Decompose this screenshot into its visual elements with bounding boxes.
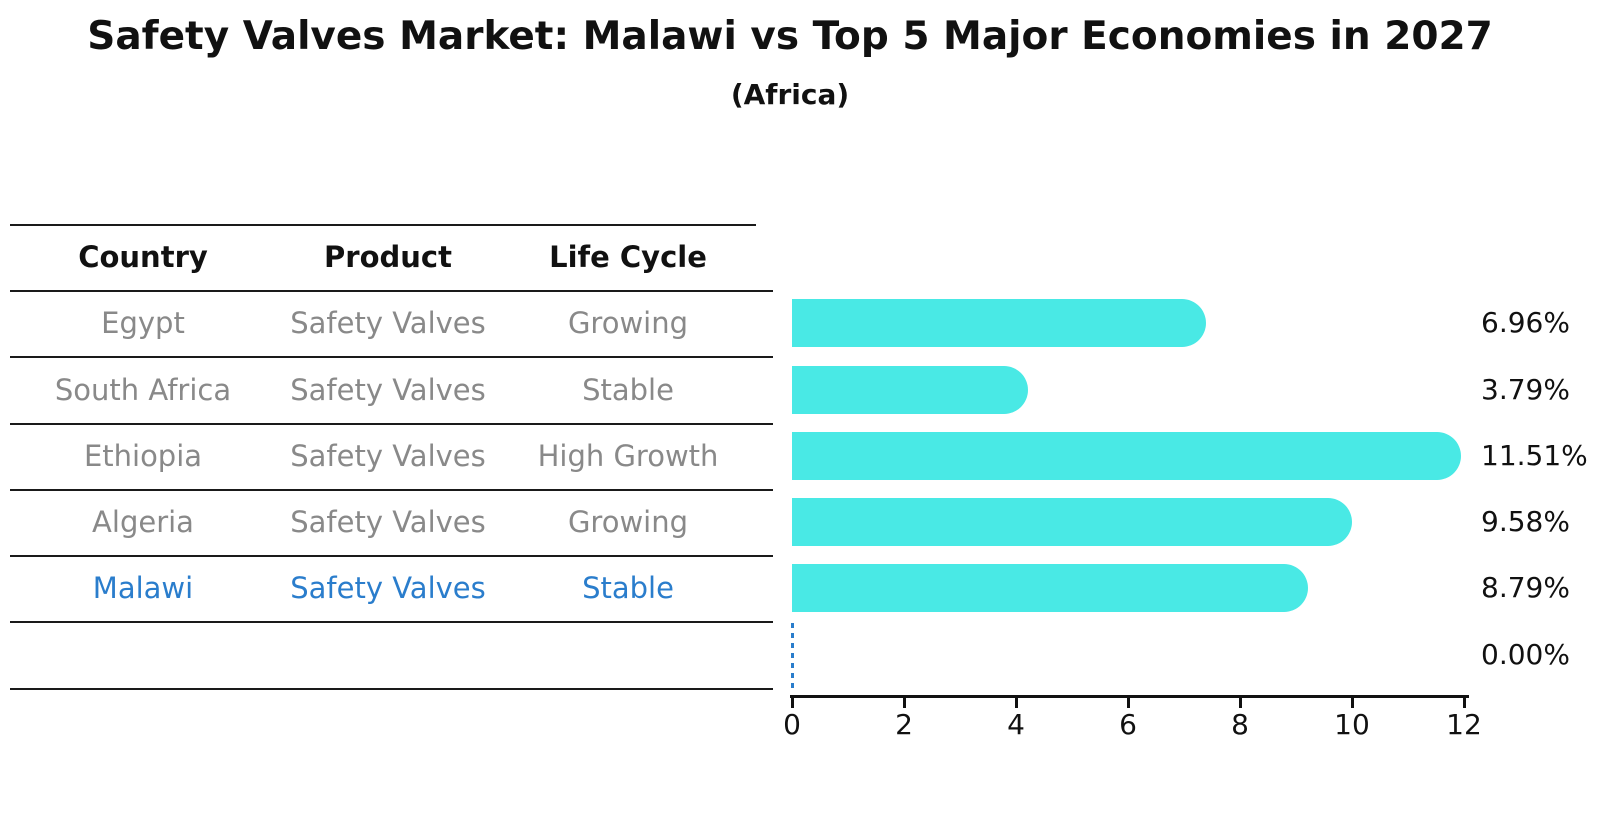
x-axis-tick: [1463, 698, 1466, 708]
table-rule: [10, 224, 756, 226]
cell-life-cycle: Stable: [582, 372, 674, 407]
bar-nigeria: [792, 564, 1309, 612]
x-axis-tick: [1127, 698, 1130, 708]
cell-life-cycle: Growing: [567, 306, 689, 340]
x-axis-tick-label: 12: [1446, 708, 1482, 741]
cell-product: Safety Valves: [290, 439, 486, 473]
x-axis-line: [790, 695, 1469, 698]
bar-egypt: [792, 299, 1206, 347]
cell-product: Safety Valves: [290, 372, 486, 407]
x-axis-tick: [1351, 698, 1354, 708]
table-rule: [10, 621, 773, 623]
table-rule: [10, 290, 773, 292]
bar-south-africa: [792, 365, 1029, 414]
table-row: South Africa Safety Valves Stable: [10, 356, 756, 423]
column-header-lifecycle: Life Cycle: [549, 240, 707, 274]
x-axis-tick: [1015, 698, 1018, 708]
x-axis-tick-label: 10: [1334, 708, 1370, 741]
x-axis-tick-label: 0: [783, 708, 801, 741]
value-label: 9.58%: [1481, 505, 1570, 538]
bar-algeria: [792, 498, 1353, 546]
table-header-row: Country Product Life Cycle: [10, 224, 756, 290]
column-header-product: Product: [324, 240, 452, 274]
cell-country: Egypt: [101, 306, 185, 340]
table-rule: [10, 356, 773, 358]
cell-country: Algeria: [92, 505, 194, 539]
cell-life-cycle: Stable: [582, 571, 674, 605]
value-label: 8.79%: [1481, 571, 1570, 604]
zero-value-dashed-line: [791, 623, 794, 688]
x-axis-tick: [903, 698, 906, 708]
table-rule: [10, 688, 773, 690]
table-rule: [10, 423, 773, 425]
cell-product: Safety Valves: [290, 571, 486, 605]
cell-product: Safety Valves: [290, 306, 486, 340]
cell-product: Safety Valves: [290, 505, 486, 539]
cell-life-cycle: Growing: [567, 505, 689, 539]
table-row: Algeria Safety Valves Growing: [10, 489, 756, 555]
table-row: Ethiopia Safety Valves High Growth: [10, 423, 756, 489]
value-label: 11.51%: [1481, 439, 1588, 472]
x-axis-tick: [791, 698, 794, 708]
table-row: Egypt Safety Valves Growing: [10, 290, 756, 356]
chart-title: Safety Valves Market: Malawi vs Top 5 Ma…: [87, 14, 1493, 59]
chart-subtitle: (Africa): [730, 78, 850, 111]
value-label: 6.96%: [1481, 306, 1570, 339]
x-axis-tick-label: 2: [895, 708, 913, 741]
table-rule: [10, 489, 773, 491]
cell-country: Malawi: [92, 571, 194, 605]
table-rule: [10, 555, 773, 557]
cell-life-cycle: High Growth: [537, 439, 719, 473]
x-axis-tick-label: 6: [1119, 708, 1137, 741]
x-axis-tick-label: 4: [1007, 708, 1025, 741]
value-label: 0.00%: [1481, 637, 1570, 671]
value-label: 3.79%: [1481, 372, 1570, 406]
x-axis-tick: [1239, 698, 1242, 708]
x-axis-tick-label: 8: [1231, 708, 1249, 741]
column-header-country: Country: [78, 240, 208, 274]
bar-ethiopia: [792, 432, 1461, 480]
cell-country: Ethiopia: [83, 439, 203, 473]
cell-country: South Africa: [54, 372, 232, 407]
table-row: Malawi Safety Valves Stable: [10, 555, 756, 621]
